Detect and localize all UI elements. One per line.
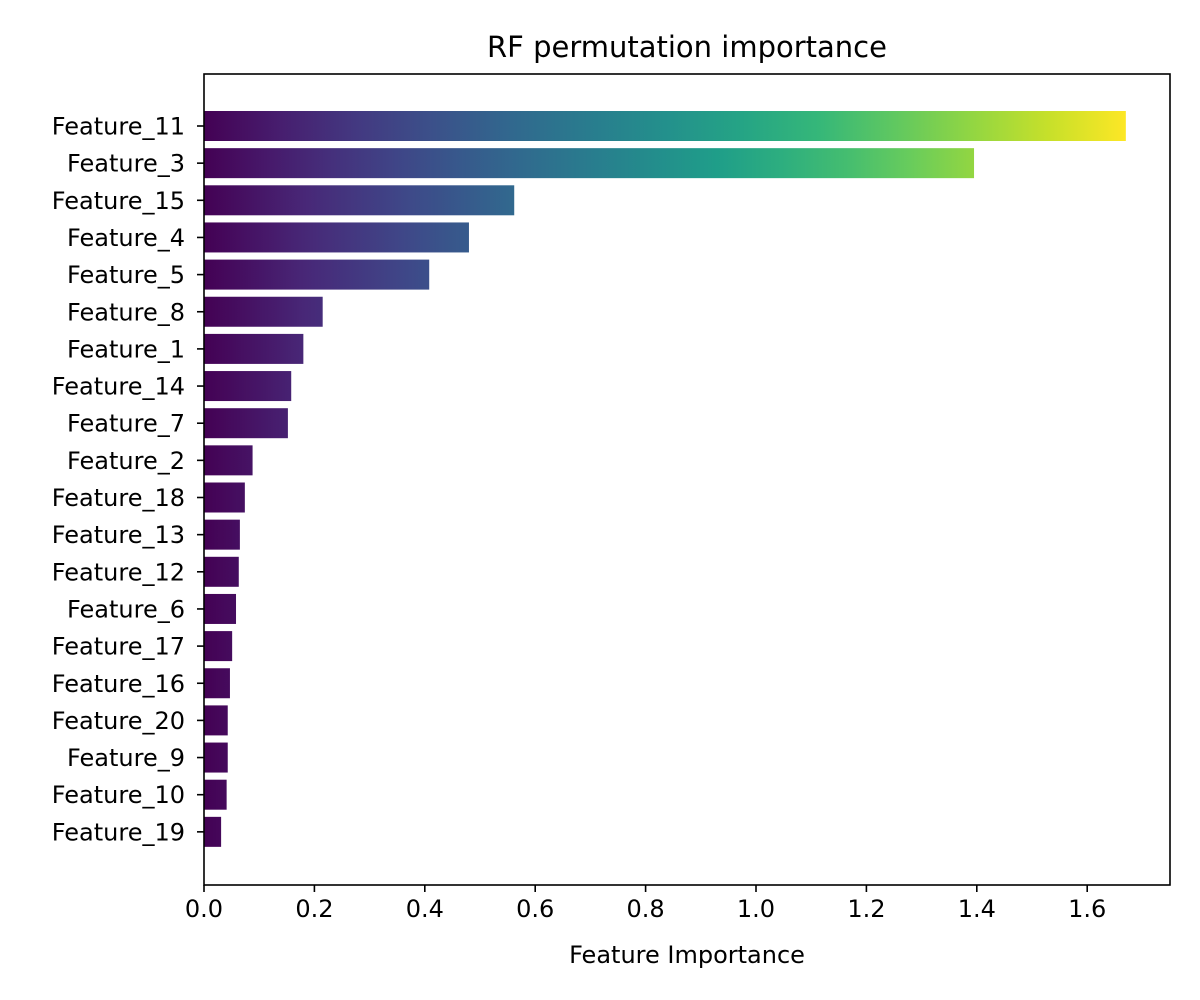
y-tick-label: Feature_11 [52, 113, 185, 141]
y-tick-label: Feature_20 [52, 707, 185, 735]
x-tick-label: 0.8 [627, 895, 665, 923]
y-tick-label: Feature_5 [67, 261, 185, 289]
x-tick-label: 0.6 [516, 895, 554, 923]
y-axis: Feature_11 Feature_3 Feature_15 Feature_4 Fe… [52, 113, 204, 846]
bar-feature-8 [204, 296, 323, 327]
bar-feature-1 [204, 333, 304, 364]
chart-title: RF permutation importance [487, 30, 887, 64]
y-tick-label: Feature_15 [52, 187, 185, 215]
x-tick-label: 1.0 [737, 895, 775, 923]
x-axis-label: Feature Importance [569, 941, 805, 969]
y-tick-label: Feature_1 [67, 335, 185, 363]
y-tick-label: Feature_19 [52, 818, 185, 846]
bar-feature-3 [204, 148, 975, 179]
y-tick-label: Feature_17 [52, 633, 185, 661]
bar-feature-4 [204, 222, 469, 253]
y-tick-label: Feature_18 [52, 484, 185, 512]
bar-feature-14 [204, 371, 292, 402]
bars-layer [204, 111, 1126, 847]
x-axis: 0.0 0.2 0.4 0.6 0.8 1.0 1.2 1.4 1.6 [185, 885, 1106, 923]
bar-feature-11 [204, 111, 1126, 141]
bar-feature-6 [204, 593, 237, 624]
bar-feature-15 [204, 185, 515, 216]
bar-feature-5 [204, 259, 430, 290]
bar-feature-2 [204, 445, 253, 476]
bar-feature-7 [204, 408, 288, 439]
y-tick-label: Feature_10 [52, 781, 185, 809]
bar-feature-12 [204, 556, 239, 587]
plot-frame [203, 73, 1171, 886]
y-tick-label: Feature_13 [52, 521, 185, 549]
y-tick-label: Feature_7 [67, 410, 185, 438]
x-tick-label: 1.2 [847, 895, 885, 923]
bar-feature-20 [204, 705, 228, 736]
bar-feature-19 [204, 816, 222, 847]
y-tick-label: Feature_12 [52, 558, 185, 586]
x-tick-label: 0.2 [295, 895, 333, 923]
bar-feature-10 [204, 779, 227, 810]
y-tick-label: Feature_6 [67, 595, 185, 623]
bar-feature-17 [204, 631, 233, 662]
y-tick-label: Feature_9 [67, 744, 185, 772]
x-tick-label: 1.6 [1068, 895, 1106, 923]
y-tick-label: Feature_16 [52, 670, 185, 698]
bar-feature-13 [204, 519, 240, 550]
x-tick-label: 1.4 [958, 895, 996, 923]
x-tick-label: 0.4 [406, 895, 444, 923]
y-tick-label: Feature_8 [67, 298, 185, 326]
y-tick-label: Feature_4 [67, 224, 185, 252]
y-tick-label: Feature_3 [67, 150, 185, 178]
y-tick-label: Feature_2 [67, 447, 185, 475]
bar-feature-16 [204, 668, 230, 699]
y-tick-label: Feature_14 [52, 373, 185, 401]
bar-feature-9 [204, 742, 228, 773]
bar-feature-18 [204, 482, 245, 513]
x-tick-label: 0.0 [185, 895, 223, 923]
